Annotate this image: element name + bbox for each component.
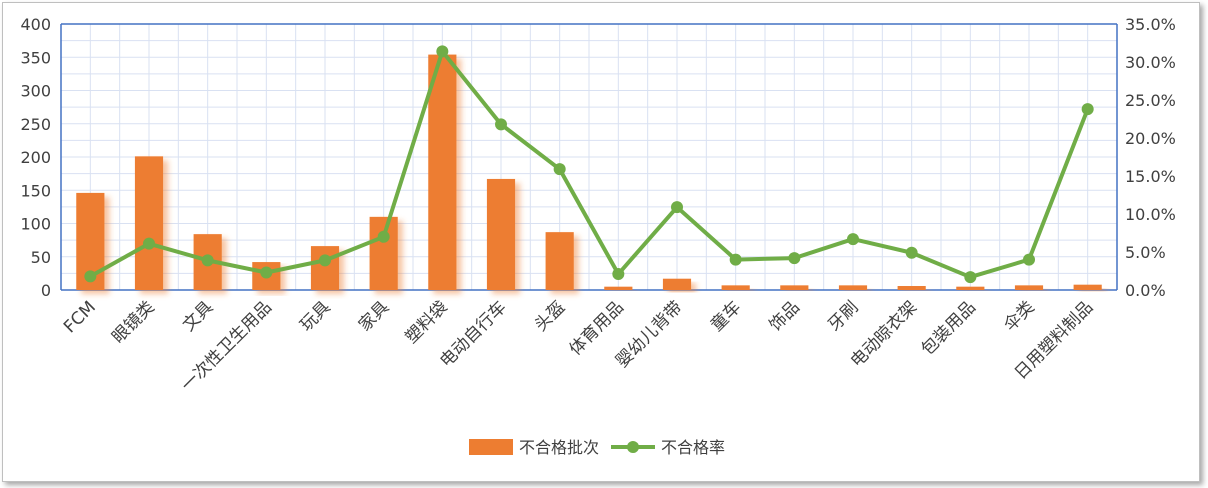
category-label: 头盔 — [531, 297, 569, 335]
legend: 不合格批次 不合格率 — [469, 438, 725, 457]
line-point — [84, 270, 97, 283]
line-point — [1081, 103, 1094, 116]
bar — [1073, 284, 1102, 290]
line-point — [143, 237, 155, 250]
line-point — [905, 246, 918, 259]
left-tick-label: 250 — [20, 115, 51, 134]
left-tick-label: 0 — [41, 281, 51, 300]
right-tick-label: 20.0% — [1125, 129, 1176, 148]
category-label: 包装用品 — [918, 297, 980, 359]
line-point — [1023, 253, 1035, 266]
legend-swatch-marker — [627, 441, 639, 453]
line-point — [495, 118, 507, 131]
chart-frame: 0 50 100 150 200 250 300 350 400 0.0% 5.0% 10.0% 15… — [2, 2, 1200, 482]
left-tick-label: 200 — [20, 148, 51, 167]
right-tick-label: 0.0% — [1125, 281, 1166, 300]
right-tick-label: 30.0% — [1125, 53, 1176, 72]
bar — [838, 285, 868, 290]
bar — [780, 285, 809, 290]
category-label: 玩具 — [296, 297, 334, 335]
left-tick-label: 100 — [20, 215, 51, 234]
bar — [545, 232, 574, 290]
bar — [1014, 285, 1044, 290]
line-point — [553, 163, 566, 176]
legend-label-bar: 不合格批次 — [519, 438, 599, 457]
bar — [897, 286, 926, 290]
category-label: 塑料袋 — [402, 297, 452, 347]
line-point — [964, 271, 977, 284]
legend-swatch-bar — [469, 439, 513, 455]
category-label: 文具 — [179, 297, 217, 335]
line-point — [612, 268, 625, 281]
line-point — [847, 233, 859, 246]
right-tick-label: 10.0% — [1125, 205, 1176, 224]
category-label: 童车 — [707, 297, 745, 335]
category-label: 家具 — [355, 297, 393, 335]
category-label: 牙刷 — [824, 297, 862, 335]
left-tick-label: 50 — [31, 248, 51, 267]
category-label: 眼镜类 — [108, 297, 158, 347]
right-tick-label: 25.0% — [1125, 91, 1176, 110]
line-point — [729, 253, 742, 266]
bar — [721, 285, 750, 290]
bar — [428, 54, 457, 291]
left-tick-label: 300 — [20, 82, 51, 101]
left-tick-label: 150 — [20, 181, 51, 200]
line-path — [89, 49, 1090, 280]
bar — [662, 278, 692, 290]
axes — [60, 23, 1118, 291]
line-point — [788, 252, 801, 265]
right-axis-ticks: 0.0% 5.0% 10.0% 15.0% 20.0% 25.0% 30.0% 35.0% — [1125, 15, 1176, 300]
bar — [369, 216, 398, 290]
bar — [134, 156, 164, 290]
line-point — [671, 201, 683, 214]
category-label: FCM — [60, 297, 100, 337]
right-tick-label: 5.0% — [1125, 243, 1166, 262]
right-tick-label: 15.0% — [1125, 167, 1176, 186]
category-label: 伞类 — [1000, 297, 1038, 335]
right-tick-label: 35.0% — [1125, 15, 1176, 34]
line-point — [201, 254, 214, 267]
line-point — [260, 266, 273, 279]
left-tick-label: 350 — [20, 48, 51, 67]
left-tick-label: 400 — [20, 15, 51, 34]
line-point — [436, 45, 449, 58]
bar — [486, 178, 516, 290]
legend-label-line: 不合格率 — [661, 438, 725, 457]
bar — [956, 286, 985, 290]
line-point — [377, 230, 390, 243]
left-axis-ticks: 0 50 100 150 200 250 300 350 400 — [20, 15, 51, 300]
bar-series — [76, 54, 1102, 291]
line-point — [319, 254, 331, 267]
category-label: 饰品 — [766, 297, 804, 335]
bar — [604, 286, 633, 290]
chart: 0 50 100 150 200 250 300 350 400 0.0% 5.0% 10.0% 15… — [20, 15, 1176, 457]
bar — [310, 246, 340, 290]
line-series — [84, 45, 1094, 284]
